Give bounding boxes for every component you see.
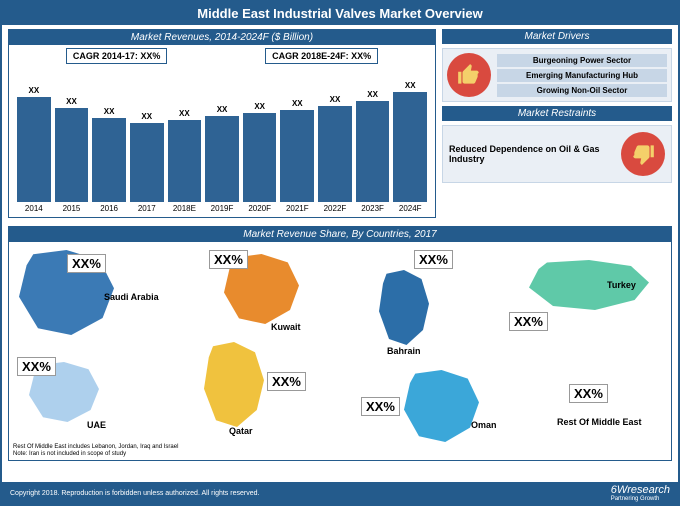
drivers-header: Market Drivers — [442, 29, 672, 44]
bar-2024F: XX — [393, 81, 427, 202]
country-shape-qatar — [204, 342, 264, 427]
x-label: 2021F — [280, 204, 314, 213]
copyright: Copyright 2018. Reproduction is forbidde… — [10, 490, 259, 497]
bar-value-label: XX — [217, 105, 228, 114]
footer: Copyright 2018. Reproduction is forbidde… — [2, 482, 678, 504]
country-label-bahrain: Bahrain — [387, 346, 421, 356]
bar — [17, 97, 51, 202]
bar-2019F: XX — [205, 105, 239, 202]
drivers-box: Burgeoning Power Sector Emerging Manufact… — [442, 48, 672, 102]
bar-value-label: XX — [28, 86, 39, 95]
bar — [205, 116, 239, 202]
bar-value-label: XX — [292, 99, 303, 108]
x-label: 2016 — [92, 204, 126, 213]
chart-area: XX XX XX XX XX XX XX XX XX XX XX — [9, 67, 435, 202]
bar-value-label: XX — [367, 90, 378, 99]
bar-value-label: XX — [330, 95, 341, 104]
bar — [243, 113, 277, 202]
bar — [92, 118, 126, 202]
footnote-2: Note: Iran is not included in scope of s… — [13, 451, 178, 458]
side-panel: Market Drivers Burgeoning Power Sector Em… — [442, 29, 672, 218]
driver-item: Burgeoning Power Sector — [497, 54, 667, 67]
restraints-header: Market Restraints — [442, 106, 672, 121]
bar — [393, 92, 427, 202]
bar — [168, 120, 202, 202]
thumbs-down-icon — [621, 132, 665, 176]
pct-oman: XX% — [361, 397, 400, 416]
map-section: Market Revenue Share, By Countries, 2017… — [8, 226, 672, 461]
x-label: 2015 — [55, 204, 89, 213]
country-shape-bahrain — [379, 270, 429, 345]
bar — [130, 123, 164, 202]
bar — [55, 108, 89, 202]
country-label-turkey: Turkey — [607, 280, 636, 290]
cagr-2018-24: CAGR 2018E-24F: XX% — [265, 48, 378, 64]
x-label: 2022F — [318, 204, 352, 213]
pct-kuwait: XX% — [209, 250, 248, 269]
page: Middle East Industrial Valves Market Ove… — [0, 0, 680, 506]
chart-header: Market Revenues, 2014-2024F ($ Billion) — [9, 30, 435, 45]
country-label-saudi-arabia: Saudi Arabia — [104, 292, 159, 302]
x-label: 2020F — [243, 204, 277, 213]
pct-saudi-arabia: XX% — [67, 254, 106, 273]
bar — [280, 110, 314, 202]
bar-2015: XX — [55, 97, 89, 202]
country-label-qatar: Qatar — [229, 426, 253, 436]
logo-text: 6Wresearch — [611, 484, 670, 496]
bar-value-label: XX — [66, 97, 77, 106]
bar-value-label: XX — [141, 112, 152, 121]
x-axis-labels: 2014 20152016 2017 2018E2019F 2020F2021F 2022… — [9, 202, 435, 217]
bar-2023F: XX — [356, 90, 390, 202]
thumbs-up-icon — [447, 53, 491, 97]
country-label-oman: Oman — [471, 420, 497, 430]
driver-item: Emerging Manufacturing Hub — [497, 69, 667, 82]
x-label: 2017 — [130, 204, 164, 213]
x-label: 2019F — [205, 204, 239, 213]
bar-2016: XX — [92, 107, 126, 202]
pct-rest-of-middle-east: XX% — [569, 384, 608, 403]
logo: 6Wresearch Partnering Growth — [611, 484, 670, 502]
bar-2014: XX — [17, 86, 51, 202]
cagr-row: CAGR 2014-17: XX% CAGR 2018E-24F: XX% — [9, 45, 435, 67]
country-label-kuwait: Kuwait — [271, 322, 301, 332]
pct-uae: XX% — [17, 357, 56, 376]
bar — [356, 101, 390, 202]
logo-tagline: Partnering Growth — [611, 496, 670, 502]
top-row: Market Revenues, 2014-2024F ($ Billion) … — [2, 25, 678, 222]
bar-value-label: XX — [179, 109, 190, 118]
bar-2022F: XX — [318, 95, 352, 202]
bar-value-label: XX — [254, 102, 265, 111]
driver-item: Growing Non-Oil Sector — [497, 84, 667, 97]
map-area: Rest Of Middle East includes Lebanon, Jo… — [9, 242, 671, 460]
bar-2021F: XX — [280, 99, 314, 202]
map-header: Market Revenue Share, By Countries, 2017 — [9, 227, 671, 242]
bar-2017: XX — [130, 112, 164, 202]
cagr-2014-17: CAGR 2014-17: XX% — [66, 48, 168, 64]
bar-2020F: XX — [243, 102, 277, 202]
map-footnote: Rest Of Middle East includes Lebanon, Jo… — [13, 444, 178, 458]
country-label-uae: UAE — [87, 420, 106, 430]
bar-value-label: XX — [405, 81, 416, 90]
country-shape-oman — [404, 370, 479, 442]
bar-value-label: XX — [104, 107, 115, 116]
footnote-1: Rest Of Middle East includes Lebanon, Jo… — [13, 444, 178, 451]
country-label-rest-of-middle-east: Rest Of Middle East — [557, 417, 642, 427]
bar — [318, 106, 352, 202]
x-label: 2014 — [17, 204, 51, 213]
x-label: 2023F — [356, 204, 390, 213]
pct-bahrain: XX% — [414, 250, 453, 269]
bar-2018E: XX — [168, 109, 202, 202]
restraints-box: Reduced Dependence on Oil & Gas Industry — [442, 125, 672, 183]
revenue-chart-panel: Market Revenues, 2014-2024F ($ Billion) … — [8, 29, 436, 218]
page-title: Middle East Industrial Valves Market Ove… — [2, 2, 678, 25]
drivers-list: Burgeoning Power Sector Emerging Manufact… — [497, 54, 667, 97]
restraint-text: Reduced Dependence on Oil & Gas Industry — [449, 144, 615, 164]
x-label: 2024F — [393, 204, 427, 213]
x-label: 2018E — [168, 204, 202, 213]
pct-turkey: XX% — [509, 312, 548, 331]
pct-qatar: XX% — [267, 372, 306, 391]
